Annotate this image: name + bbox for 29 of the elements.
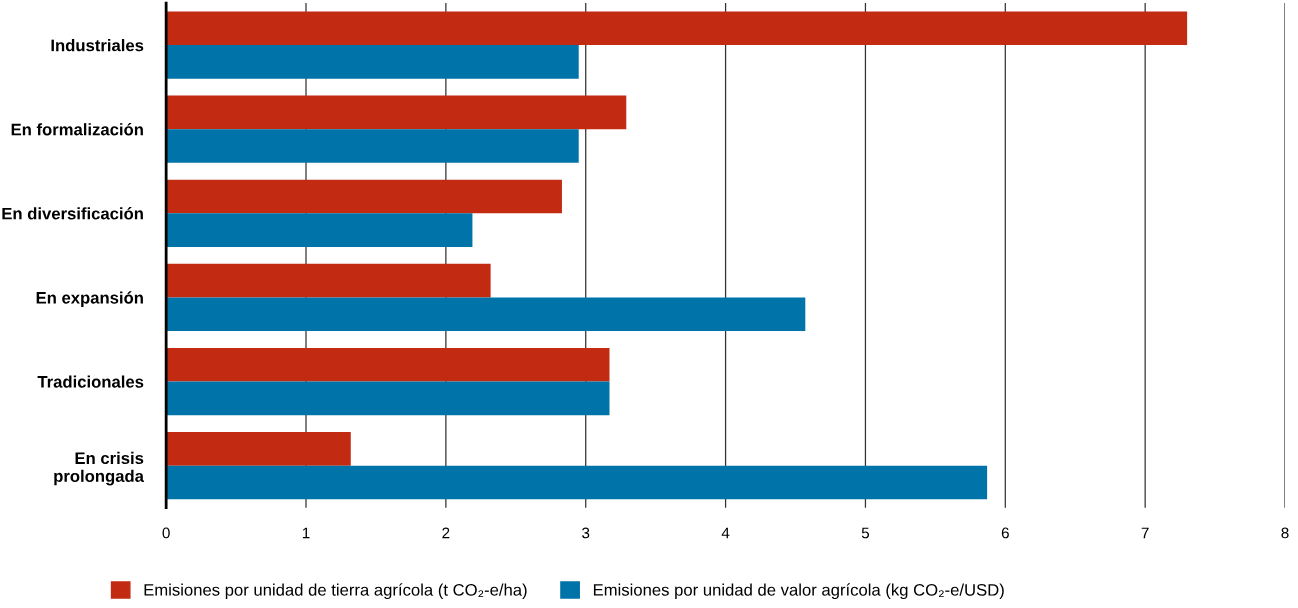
legend-label: Emisiones por unidad de tierra agrícola (t CO₂-e/ha) — [144, 583, 527, 600]
bar — [166, 381, 610, 416]
y-tick-label: Industriales — [51, 39, 144, 52]
x-tick-label: 8 — [1281, 527, 1289, 539]
x-tick-label: 2 — [442, 527, 450, 539]
x-tick-label: 4 — [721, 527, 730, 539]
bar — [166, 465, 988, 500]
bar — [166, 263, 491, 298]
x-tick-label: 7 — [1141, 527, 1149, 539]
bar — [166, 95, 627, 130]
bar — [166, 11, 1188, 46]
y-tick-label: En expansión — [36, 291, 143, 307]
x-tick-label: 1 — [302, 527, 310, 539]
x-tick-label: 5 — [861, 527, 870, 539]
x-tick-label: 0 — [162, 527, 170, 539]
bar — [166, 213, 473, 247]
y-tick-label: En crisis prolongada — [54, 451, 145, 486]
bar — [166, 431, 351, 466]
legend-label: Emisiones por unidad de valor agrícola (kg CO₂-e/USD) — [593, 583, 1004, 600]
bar — [166, 297, 806, 332]
x-tick-label: 3 — [582, 527, 590, 539]
y-tick-label: Tradicionales — [37, 375, 144, 388]
y-tick-label: En formalización — [11, 123, 143, 136]
bar — [166, 179, 562, 214]
y-tick-label: En diversificación — [2, 207, 143, 220]
x-tick-label: 6 — [1001, 527, 1009, 539]
bar — [166, 129, 579, 163]
bar — [166, 347, 610, 382]
bar — [166, 45, 579, 79]
